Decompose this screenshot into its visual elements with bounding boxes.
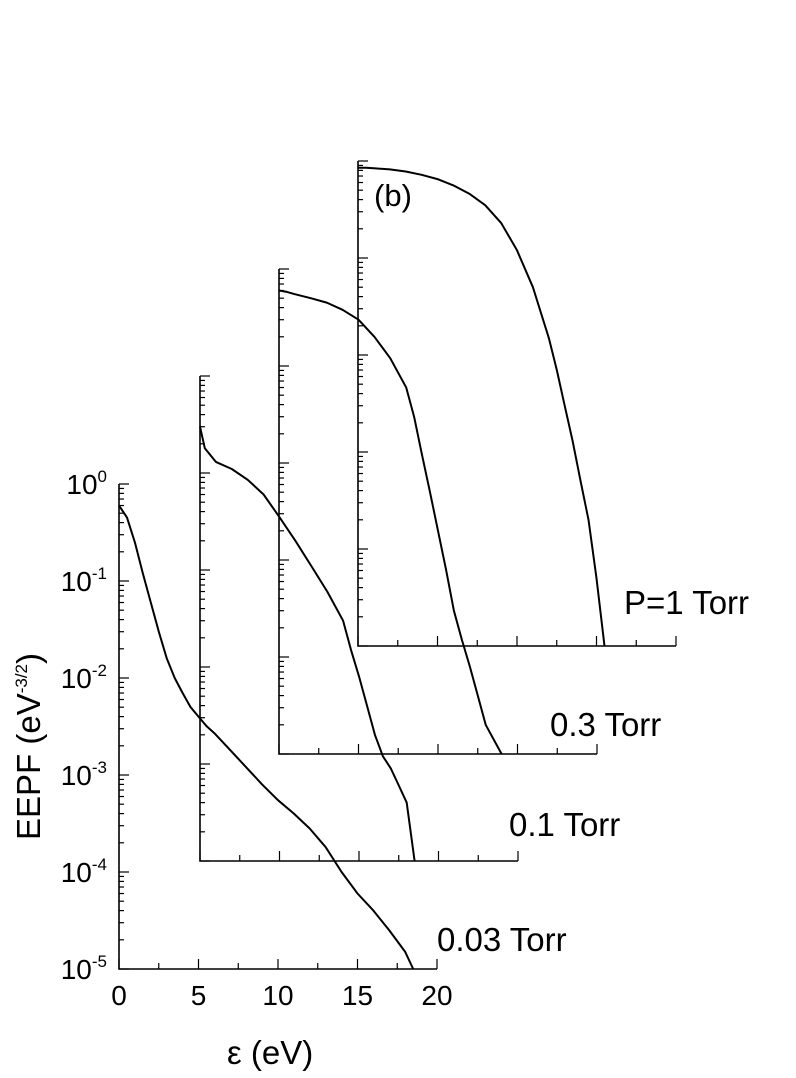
x-axis-label: ε (eV) <box>227 1034 313 1071</box>
panel-1-x-ticks <box>118 959 438 969</box>
panel-2 <box>199 375 519 862</box>
y-tick-labels: 100 10-1 10-2 10-3 10-4 10-5 <box>61 467 107 985</box>
panel-label: (b) <box>374 178 412 213</box>
series-curve-1 <box>118 504 415 970</box>
panel-2-y-ticks <box>200 375 210 862</box>
series-label-2: 0.1 Torr <box>509 806 620 843</box>
y-axis-label-exponent: -3/2 <box>12 664 31 693</box>
panel-2-x-ticks <box>199 851 519 861</box>
panel-4-y-ticks <box>358 160 368 647</box>
panel-1 <box>118 483 438 970</box>
y-tick-label: 10-2 <box>61 661 107 694</box>
y-tick-label: 10-5 <box>61 952 107 985</box>
panel-4-axes <box>357 161 676 647</box>
x-tick-label: 10 <box>262 980 293 1011</box>
series-labels: 0.03 Torr 0.1 Torr 0.3 Torr P=1 Torr <box>437 584 749 958</box>
y-tick-label: 10-3 <box>61 758 107 791</box>
panel-4 <box>357 160 677 647</box>
y-axis-label-main: EEPF (eV <box>10 693 47 840</box>
series-curve-4 <box>358 166 606 647</box>
panel-2-axes <box>199 376 518 862</box>
panel-1-axes <box>118 484 437 970</box>
y-axis-label: EEPF (eV-3/2) <box>10 653 47 840</box>
y-tick-label: 10-4 <box>61 855 107 888</box>
x-tick-labels: 0 5 10 15 20 <box>111 980 452 1011</box>
series-curve-3 <box>278 289 503 755</box>
panel-3-x-ticks <box>278 744 598 754</box>
x-tick-label: 20 <box>421 980 452 1011</box>
y-tick-label: 10-1 <box>61 564 107 597</box>
panel-1-y-ticks <box>119 483 129 970</box>
x-tick-label: 15 <box>342 980 373 1011</box>
y-tick-label: 100 <box>66 467 107 500</box>
panel-3 <box>278 268 598 755</box>
series-label-4: P=1 Torr <box>624 584 749 621</box>
panel-4-x-ticks <box>357 636 677 646</box>
series-label-1: 0.03 Torr <box>437 921 567 958</box>
x-tick-label: 5 <box>191 980 207 1011</box>
staggered-panels <box>118 160 677 970</box>
series-label-3: 0.3 Torr <box>550 706 661 743</box>
x-tick-label: 0 <box>111 980 127 1011</box>
series-curve-2 <box>199 426 416 862</box>
y-axis-label-close: ) <box>10 653 47 664</box>
panel-3-y-ticks <box>279 268 289 755</box>
